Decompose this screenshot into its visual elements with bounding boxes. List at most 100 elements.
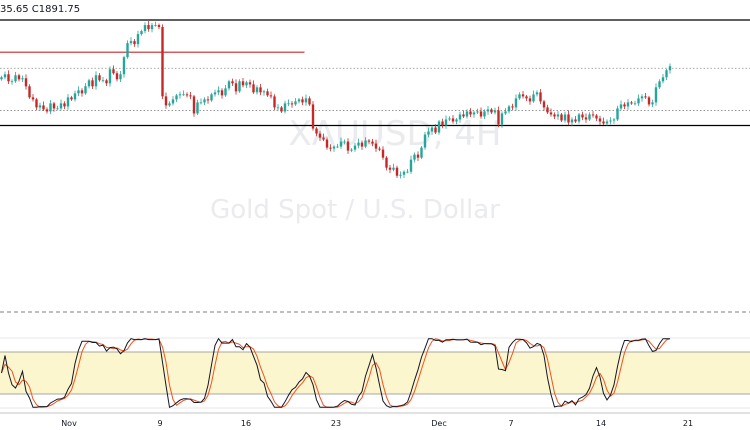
- candle: [612, 117, 616, 124]
- candle: [52, 101, 56, 112]
- candle: [21, 75, 24, 83]
- candle: [161, 24, 164, 100]
- candle: [301, 96, 304, 106]
- candle-body: [388, 167, 392, 170]
- candle: [42, 101, 45, 111]
- candle: [91, 77, 94, 90]
- candle-body: [70, 97, 73, 100]
- candle: [381, 146, 385, 160]
- candle: [24, 74, 28, 90]
- candle-body: [535, 92, 539, 95]
- candle-body: [290, 103, 294, 105]
- candle-body: [371, 141, 374, 144]
- candle: [203, 97, 206, 106]
- candle-body: [647, 97, 651, 105]
- candle: [112, 65, 115, 75]
- candle: [150, 22, 154, 33]
- candle: [616, 105, 619, 121]
- candle-body: [140, 31, 143, 35]
- stoch-band: [0, 352, 750, 394]
- candle-body: [504, 111, 507, 114]
- candle-body: [521, 94, 525, 97]
- candle: [406, 168, 409, 174]
- candle: [336, 143, 339, 149]
- candle-body: [353, 145, 357, 150]
- candle-body: [500, 113, 504, 125]
- candle-body: [283, 103, 287, 112]
- candle: [535, 90, 539, 97]
- stoch-d-line: [1, 338, 671, 408]
- candle-body: [122, 57, 126, 75]
- candle-body: [357, 142, 360, 146]
- candle-body: [203, 99, 206, 103]
- candle-body: [374, 143, 378, 149]
- candle-body: [381, 149, 385, 158]
- candle-body: [147, 25, 150, 30]
- candle-body: [91, 80, 94, 87]
- candle: [241, 77, 245, 88]
- candle-body: [336, 146, 339, 148]
- candle: [45, 107, 49, 114]
- candle: [577, 112, 581, 124]
- candle-body: [574, 119, 577, 122]
- candle: [458, 111, 462, 123]
- candle: [378, 146, 381, 152]
- candle: [318, 130, 322, 141]
- candle: [654, 83, 658, 106]
- candle-body: [542, 101, 546, 108]
- candle-body: [549, 112, 553, 115]
- candle-body: [63, 103, 66, 107]
- candle: [84, 83, 87, 95]
- candle-body: [633, 103, 637, 105]
- candle-body: [315, 128, 318, 134]
- candle: [38, 102, 42, 111]
- candle: [73, 90, 77, 102]
- candle-body: [385, 157, 388, 168]
- candle-body: [532, 94, 535, 102]
- candle-body: [224, 88, 227, 96]
- candle-body: [556, 114, 560, 117]
- candle-body: [518, 94, 521, 99]
- x-axis: Nov 9 16 23 Dec 7 14 21: [0, 412, 750, 428]
- candle: [591, 111, 595, 118]
- candle: [595, 113, 598, 122]
- x-tick-label: 9: [157, 419, 162, 428]
- candle-body: [14, 75, 17, 82]
- candle: [619, 100, 623, 111]
- candle: [63, 101, 66, 110]
- candle: [94, 71, 98, 90]
- candle-body: [497, 110, 500, 125]
- candle-body: [304, 98, 308, 103]
- candle-body: [77, 90, 80, 94]
- candle-body: [259, 87, 262, 93]
- candle: [157, 23, 161, 30]
- candle: [497, 106, 500, 128]
- candle: [528, 95, 532, 105]
- candle: [560, 112, 563, 122]
- candle: [542, 99, 546, 111]
- candle: [322, 133, 325, 142]
- candle: [311, 101, 315, 131]
- candle: [623, 102, 626, 110]
- candle: [294, 98, 297, 106]
- candle: [346, 138, 350, 154]
- candle: [385, 156, 388, 171]
- candle: [532, 90, 535, 103]
- candle-body: [402, 171, 406, 175]
- candle-body: [612, 119, 616, 121]
- candle: [276, 104, 280, 111]
- candle-body: [161, 27, 164, 97]
- candle-body: [150, 25, 154, 30]
- candle: [332, 145, 336, 152]
- candle: [364, 137, 367, 149]
- candle-body: [108, 69, 112, 84]
- candle: [350, 148, 353, 153]
- candle-body: [49, 103, 52, 112]
- candle-body: [570, 119, 574, 123]
- candle: [553, 112, 556, 120]
- candle: [182, 90, 185, 96]
- candle: [14, 71, 17, 83]
- candle-body: [350, 149, 353, 151]
